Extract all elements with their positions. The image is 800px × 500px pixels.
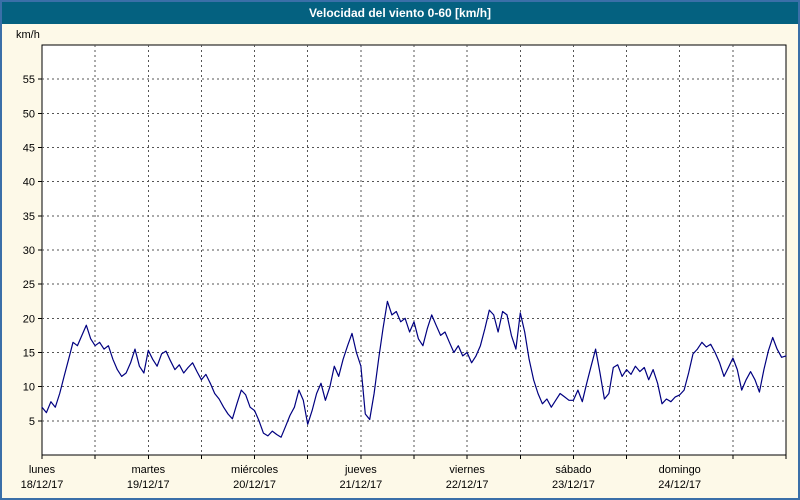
svg-text:21/12/17: 21/12/17 [339, 479, 382, 491]
svg-text:10: 10 [23, 382, 35, 394]
svg-text:martes: martes [131, 464, 165, 476]
svg-text:jueves: jueves [344, 464, 377, 476]
svg-text:40: 40 [23, 177, 35, 189]
svg-text:km/h: km/h [16, 29, 40, 41]
svg-text:23/12/17: 23/12/17 [552, 479, 595, 491]
svg-text:25: 25 [23, 279, 35, 291]
svg-text:20/12/17: 20/12/17 [233, 479, 276, 491]
svg-text:miércoles: miércoles [231, 464, 279, 476]
svg-text:20: 20 [23, 313, 35, 325]
svg-text:lunes: lunes [29, 464, 56, 476]
title-bar: Velocidad del viento 0-60 [km/h] [2, 2, 798, 24]
svg-text:domingo: domingo [659, 464, 701, 476]
svg-text:55: 55 [23, 74, 35, 86]
svg-text:viernes: viernes [449, 464, 485, 476]
svg-text:sábado: sábado [555, 464, 591, 476]
svg-text:15: 15 [23, 348, 35, 360]
plot-area: 5 10 15 20 25 30 35 40 45 50 55 km/h lunes 18/12/17 ma… [2, 24, 798, 498]
svg-text:22/12/17: 22/12/17 [446, 479, 489, 491]
svg-text:19/12/17: 19/12/17 [127, 479, 170, 491]
svg-text:50: 50 [23, 108, 35, 120]
svg-text:5: 5 [29, 416, 35, 428]
chart-title: Velocidad del viento 0-60 [km/h] [308, 6, 492, 20]
svg-text:18/12/17: 18/12/17 [21, 479, 64, 491]
svg-text:45: 45 [23, 143, 35, 155]
svg-text:35: 35 [23, 211, 35, 223]
svg-text:24/12/17: 24/12/17 [658, 479, 701, 491]
wind-speed-chart: 5 10 15 20 25 30 35 40 45 50 55 km/h lunes 18/12/17 ma… [16, 29, 787, 491]
svg-text:30: 30 [23, 245, 35, 257]
